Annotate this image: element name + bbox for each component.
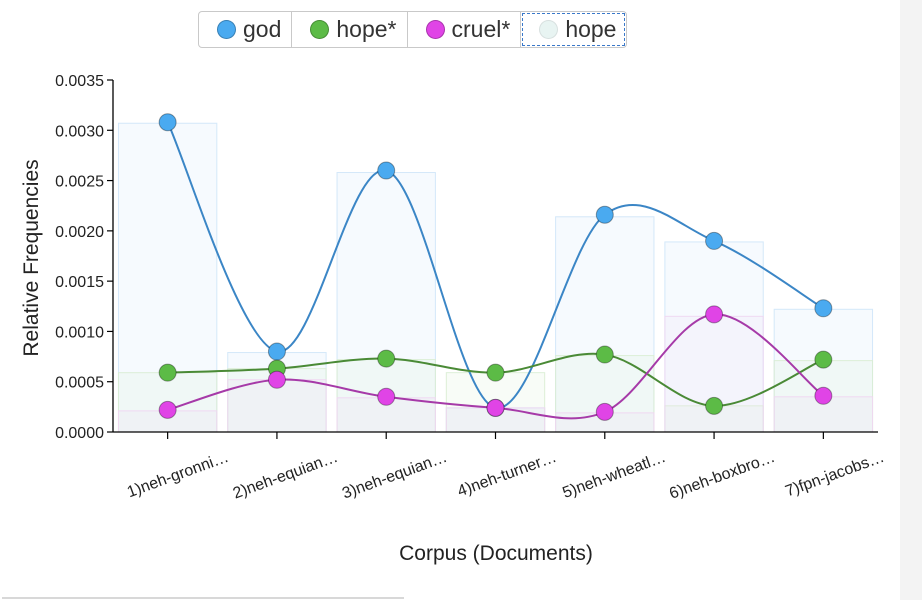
x-tick-label: 3)neh-equian… (340, 449, 449, 503)
legend-item-0[interactable]: god (199, 12, 293, 47)
data-point (595, 205, 614, 224)
data-point (158, 113, 177, 132)
data-point (377, 161, 396, 180)
data-point (595, 345, 614, 364)
divider (2, 597, 404, 599)
legend-swatch-icon (425, 20, 445, 39)
y-tick-label: 0.0035 (55, 73, 104, 90)
legend-item-3[interactable]: hope (521, 12, 626, 47)
legend-label: hope (565, 16, 617, 42)
legend-label: hope* (336, 16, 397, 42)
y-tick-label: 0.0005 (55, 375, 104, 392)
data-point (705, 396, 724, 415)
x-tick-label: 2)neh-equian… (231, 449, 340, 503)
legend-label: god (243, 16, 282, 42)
background-bar (773, 308, 874, 433)
data-point (377, 387, 396, 406)
legend-swatch-icon (310, 20, 330, 39)
y-axis-label: Relative Frequencies (20, 159, 43, 356)
data-point (814, 386, 833, 405)
y-tick-label: 0.0020 (55, 224, 104, 241)
data-point (595, 402, 614, 421)
y-tick-label: 0.0015 (55, 274, 104, 291)
x-tick-label: 7)fpn-jacobs… (783, 449, 887, 501)
x-axis-label: Corpus (Documents) (399, 542, 593, 565)
y-tick-label: 0.0000 (55, 425, 104, 442)
legend-item-2[interactable]: cruel* (408, 12, 522, 47)
y-tick-label: 0.0010 (55, 324, 104, 341)
data-point (377, 349, 396, 368)
y-tick-label: 0.0030 (55, 123, 104, 140)
data-point (814, 299, 833, 318)
data-point (814, 350, 833, 369)
data-point (486, 398, 505, 417)
legend-item-1[interactable]: hope* (292, 12, 408, 47)
data-point (158, 363, 177, 382)
y-tick-label: 0.0025 (55, 174, 104, 191)
data-point (267, 342, 286, 361)
x-tick-label: 5)neh-wheatl… (560, 449, 668, 502)
data-point (705, 305, 724, 324)
data-point (486, 363, 505, 382)
background-bar (227, 379, 327, 433)
legend-swatch-icon (217, 20, 236, 39)
x-tick-label: 4)neh-turner… (455, 449, 559, 501)
data-point (705, 231, 724, 250)
legend-swatch-icon (539, 20, 559, 39)
data-point (267, 370, 286, 389)
data-point (158, 400, 177, 419)
x-tick-label: 6)neh-boxbro… (667, 449, 777, 503)
legend: god hope* cruel* hope (198, 11, 628, 48)
scrollbar-track[interactable] (900, 0, 922, 600)
series-points (158, 113, 833, 421)
legend-label: cruel* (451, 16, 511, 42)
x-tick-label: 1)neh-gronni… (125, 449, 231, 501)
background-bars (117, 122, 874, 433)
